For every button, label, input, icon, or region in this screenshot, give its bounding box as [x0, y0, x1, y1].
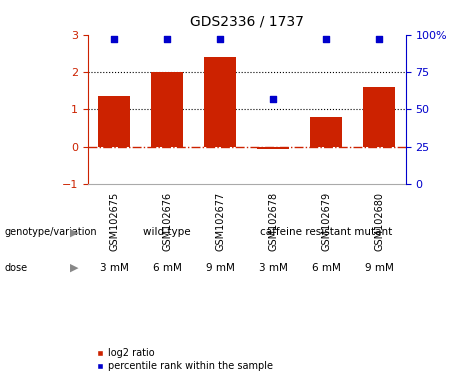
Text: 6 mM: 6 mM — [312, 263, 341, 273]
Text: 3 mM: 3 mM — [259, 263, 288, 273]
Point — [322, 36, 330, 42]
Point — [216, 36, 224, 42]
Bar — [151, 72, 183, 147]
Point — [163, 36, 171, 42]
Point — [375, 36, 383, 42]
Bar — [363, 87, 395, 147]
Point — [269, 96, 277, 102]
Text: wild type: wild type — [143, 227, 191, 237]
Legend: log2 ratio, percentile rank within the sample: log2 ratio, percentile rank within the s… — [93, 344, 277, 375]
Text: dose: dose — [5, 263, 28, 273]
Text: ▶: ▶ — [70, 263, 78, 273]
Text: 3 mM: 3 mM — [100, 263, 129, 273]
Text: caffeine resistant mutant: caffeine resistant mutant — [260, 227, 392, 237]
Point — [110, 36, 118, 42]
Text: 6 mM: 6 mM — [153, 263, 182, 273]
Bar — [257, 147, 289, 149]
Bar — [204, 57, 236, 147]
Text: ▶: ▶ — [70, 227, 78, 237]
Bar — [98, 96, 130, 147]
Bar — [310, 117, 342, 147]
Text: 9 mM: 9 mM — [206, 263, 235, 273]
Text: genotype/variation: genotype/variation — [5, 227, 97, 237]
Text: 9 mM: 9 mM — [365, 263, 394, 273]
Text: GDS2336 / 1737: GDS2336 / 1737 — [189, 14, 304, 28]
